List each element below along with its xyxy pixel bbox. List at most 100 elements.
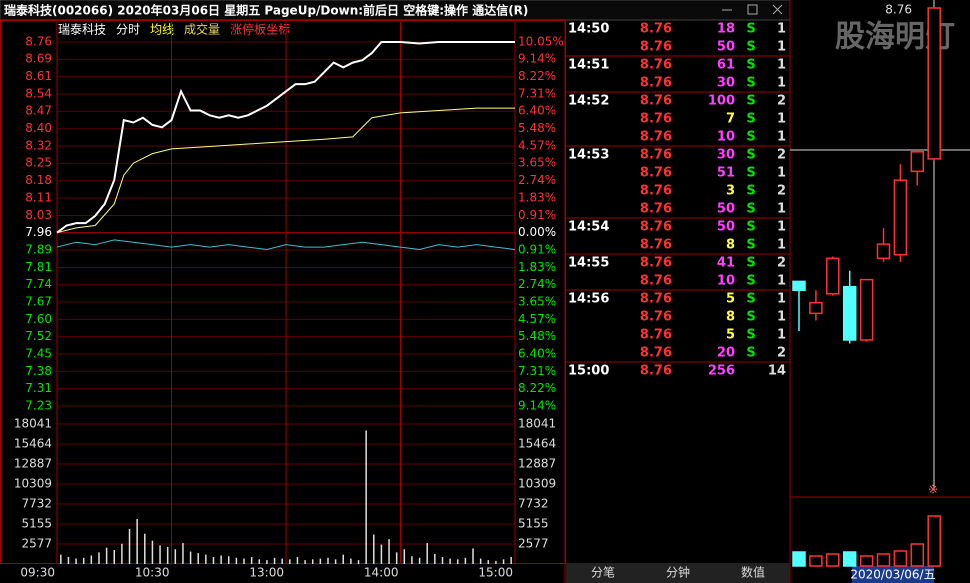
tick-side: S bbox=[746, 40, 755, 55]
tick-price: 8.76 bbox=[640, 76, 672, 91]
volume-tick-label: 10309 bbox=[14, 477, 52, 491]
candle-body bbox=[910, 151, 925, 173]
time-tick-label: 14:00 bbox=[364, 566, 399, 580]
tick-time: 14:52 bbox=[568, 94, 609, 109]
avg-line bbox=[56, 107, 515, 234]
tick-price: 8.76 bbox=[640, 94, 672, 109]
tick-count: 1 bbox=[777, 130, 786, 145]
tick-time: 14:54 bbox=[568, 220, 609, 235]
tick-price: 8.76 bbox=[640, 292, 672, 307]
tick-price: 8.76 bbox=[640, 310, 672, 325]
tick-volume: 3 bbox=[726, 184, 735, 199]
tick-time: 14:53 bbox=[568, 148, 609, 163]
tick-price: 8.76 bbox=[640, 346, 672, 361]
tick-volume: 50 bbox=[717, 40, 735, 55]
pct-tick-label: 0.91% bbox=[518, 208, 556, 222]
tick-count: 1 bbox=[777, 310, 786, 325]
price-tick-label: 7.31 bbox=[25, 381, 52, 395]
tick-side: S bbox=[746, 292, 755, 307]
pct-tick-label: 7.31% bbox=[518, 364, 556, 378]
volume-tick-label: 5155 bbox=[21, 516, 52, 530]
price-line bbox=[56, 41, 515, 234]
tick-count: 14 bbox=[768, 364, 786, 379]
tick-volume: 50 bbox=[717, 202, 735, 217]
tab[interactable]: 数值 bbox=[741, 565, 765, 580]
tick-volume: 5 bbox=[726, 328, 735, 343]
tick-price: 8.76 bbox=[640, 256, 672, 271]
tick-count: 2 bbox=[777, 94, 786, 109]
price-tick-label: 7.38 bbox=[25, 364, 52, 378]
ratio-line bbox=[56, 239, 516, 250]
tick-volume: 51 bbox=[717, 166, 735, 181]
tick-time: 14:51 bbox=[568, 58, 609, 73]
tick-count: 2 bbox=[777, 346, 786, 361]
chart-header: 涨停板坐标 bbox=[230, 22, 290, 37]
pct-tick-label: 2.74% bbox=[518, 277, 556, 291]
volume-tick-label: 7732 bbox=[21, 496, 52, 510]
tick-count: 1 bbox=[777, 238, 786, 253]
pct-tick-label: 6.40% bbox=[518, 104, 556, 118]
tick-price: 8.76 bbox=[640, 202, 672, 217]
volume-tick-label: 2577 bbox=[518, 537, 549, 551]
candle-body bbox=[809, 301, 823, 315]
tick-side: S bbox=[746, 220, 755, 235]
tick-side: S bbox=[746, 166, 755, 181]
price-tick-label: 8.11 bbox=[25, 190, 52, 204]
price-tick-label: 8.32 bbox=[25, 138, 52, 152]
tick-volume: 10 bbox=[717, 130, 735, 145]
price-tick-label: 7.60 bbox=[25, 312, 52, 326]
candle-body bbox=[842, 285, 857, 341]
tick-volume: 41 bbox=[717, 256, 735, 271]
high-label: 8.76 bbox=[885, 3, 912, 17]
volume-tick-label: 18041 bbox=[518, 417, 556, 431]
tick-side: S bbox=[746, 310, 755, 325]
pct-tick-label: 8.22% bbox=[518, 381, 556, 395]
tick-volume: 20 bbox=[717, 346, 735, 361]
tick-time: 14:50 bbox=[568, 22, 609, 37]
pct-tick-label: 1.83% bbox=[518, 260, 556, 274]
close[interactable] bbox=[772, 4, 783, 15]
price-tick-label: 7.52 bbox=[25, 329, 52, 343]
tick-price: 8.76 bbox=[640, 364, 672, 379]
tick-price: 8.76 bbox=[640, 166, 672, 181]
tick-price: 8.76 bbox=[640, 58, 672, 73]
pct-tick-label: 3.65% bbox=[518, 294, 556, 308]
tick-count: 2 bbox=[777, 256, 786, 271]
pct-tick-label: 0.91% bbox=[518, 242, 556, 256]
volume-tick-label: 10309 bbox=[518, 477, 556, 491]
window-buttons[interactable] bbox=[722, 4, 783, 15]
cursor-mark: ※ bbox=[928, 483, 938, 497]
kline-volume-bar bbox=[876, 553, 891, 567]
kline-volume-bar bbox=[809, 555, 823, 567]
tick-price: 8.76 bbox=[640, 112, 672, 127]
tick-count: 2 bbox=[777, 148, 786, 163]
date-label: 2020/03/06/五 bbox=[850, 568, 935, 582]
tick-volume: 30 bbox=[717, 148, 735, 163]
pct-tick-label: 9.14% bbox=[518, 398, 556, 412]
volume-tick-label: 15464 bbox=[14, 436, 52, 450]
tick-price: 8.76 bbox=[640, 148, 672, 163]
tab[interactable]: 分笔 bbox=[591, 565, 615, 580]
candle-body bbox=[792, 280, 806, 292]
price-tick-label: 8.54 bbox=[25, 86, 52, 100]
tick-side: S bbox=[746, 22, 755, 37]
price-tick-label: 8.61 bbox=[25, 69, 52, 83]
candle-body bbox=[876, 243, 891, 260]
price-tick-label: 7.74 bbox=[25, 277, 52, 291]
tick-price: 8.76 bbox=[640, 130, 672, 145]
tick-count: 1 bbox=[777, 292, 786, 307]
time-tick-label: 13:00 bbox=[249, 566, 284, 580]
tick-side: S bbox=[746, 238, 755, 253]
pct-tick-label: 7.31% bbox=[518, 86, 556, 100]
tab[interactable]: 分钟 bbox=[666, 565, 690, 580]
tick-side: S bbox=[746, 76, 755, 91]
candle-body bbox=[893, 179, 908, 256]
chart-header: 分时 bbox=[116, 23, 140, 37]
title: 瑞泰科技(002066) 2020年03月06日 星期五 PageUp/Down… bbox=[4, 3, 528, 18]
kline-volume-bar bbox=[792, 551, 806, 567]
tick-count: 1 bbox=[777, 22, 786, 37]
maximize[interactable] bbox=[747, 4, 758, 15]
chart-header: 均线 bbox=[150, 23, 174, 37]
tick-time: 14:55 bbox=[568, 256, 609, 271]
price-tick-label: 8.25 bbox=[25, 156, 52, 170]
